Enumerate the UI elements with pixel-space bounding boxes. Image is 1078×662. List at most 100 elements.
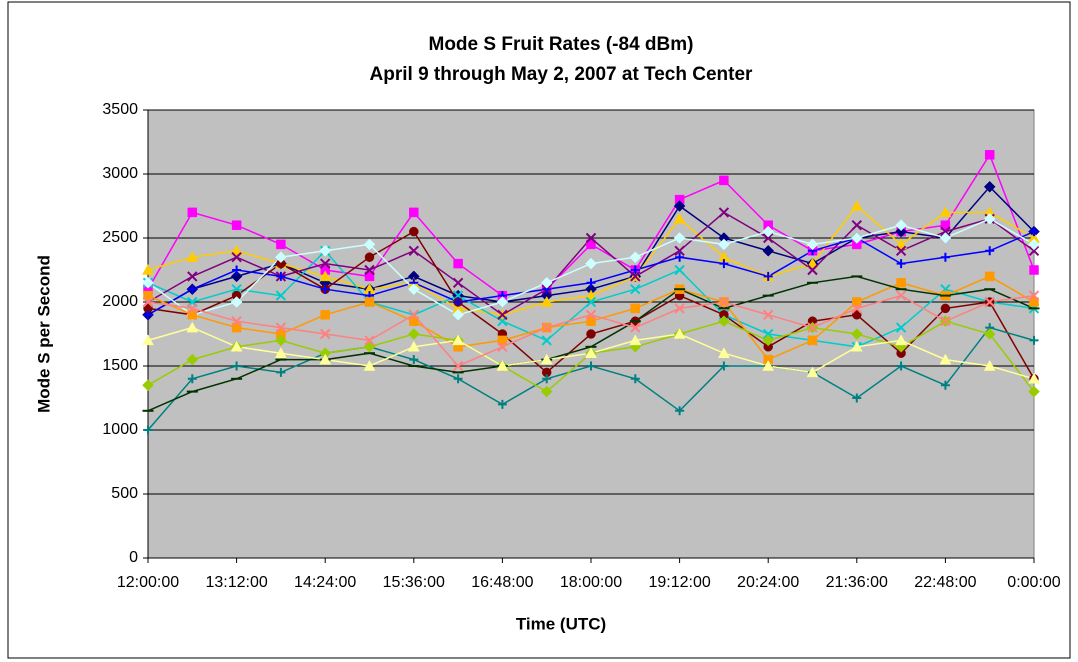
data-point: [939, 353, 952, 365]
data-point: [186, 251, 199, 262]
data-point: [276, 271, 286, 281]
data-point: [585, 257, 597, 270]
data-point: [895, 334, 908, 346]
data-point: [497, 309, 508, 321]
data-point: [940, 226, 951, 237]
data-point: [851, 303, 863, 314]
x-tick-label: 20:24:00: [737, 574, 799, 591]
data-point: [807, 264, 818, 276]
data-point: [364, 252, 375, 262]
data-point: [586, 278, 596, 288]
data-point: [408, 245, 420, 257]
data-point: [1029, 335, 1039, 345]
data-point: [452, 277, 464, 289]
data-point: [496, 359, 509, 371]
data-point: [409, 355, 419, 365]
data-point: [275, 322, 287, 333]
data-point: [142, 296, 154, 308]
data-point: [408, 309, 420, 321]
data-point: [319, 244, 332, 257]
data-point: [718, 207, 730, 218]
data-point: [674, 245, 685, 257]
data-point: [585, 289, 597, 301]
data-point: [453, 297, 463, 307]
data-point: [1029, 227, 1039, 237]
data-point: [407, 340, 420, 352]
data-point: [983, 359, 996, 371]
data-point: [851, 219, 863, 231]
data-point: [1028, 385, 1040, 398]
y-tick-label: 3500: [102, 101, 138, 118]
data-point: [940, 303, 951, 314]
data-point: [762, 334, 775, 347]
data-point: [717, 347, 730, 358]
data-point: [718, 238, 730, 251]
data-point: [274, 347, 287, 358]
data-point: [453, 258, 463, 269]
data-point: [230, 270, 243, 283]
data-point: [187, 303, 198, 314]
data-point: [939, 232, 952, 244]
data-point: [542, 374, 552, 384]
data-point: [186, 321, 199, 333]
data-point: [674, 303, 685, 314]
data-point: [143, 425, 153, 435]
data-point: [940, 380, 950, 390]
data-point: [895, 225, 907, 238]
data-point: [719, 361, 729, 371]
data-point: [452, 334, 465, 346]
data-point: [940, 252, 950, 262]
data-point: [673, 212, 686, 224]
data-point: [540, 385, 553, 398]
data-point: [718, 315, 730, 328]
data-point: [762, 244, 775, 257]
data-point: [985, 246, 995, 256]
data-point: [142, 263, 154, 275]
data-point: [187, 207, 198, 218]
data-point: [276, 367, 286, 377]
data-point: [983, 328, 996, 340]
data-point: [232, 265, 242, 275]
data-point: [984, 150, 995, 160]
data-point: [187, 374, 197, 384]
data-point: [453, 374, 463, 384]
data-point: [674, 194, 685, 205]
data-point: [187, 271, 198, 282]
data-point: [319, 328, 331, 340]
data-point: [850, 232, 863, 244]
y-tick-label: 0: [129, 549, 138, 566]
data-point: [673, 327, 686, 339]
data-point: [319, 270, 332, 282]
x-axis-title: Time (UTC): [516, 614, 606, 633]
data-point: [763, 271, 773, 281]
data-point: [675, 406, 685, 416]
data-point: [807, 335, 818, 346]
x-tick-label: 13:12:00: [205, 574, 267, 591]
data-point: [806, 366, 819, 378]
data-point: [896, 361, 906, 371]
data-point: [540, 295, 553, 307]
data-point: [674, 264, 685, 276]
data-point: [895, 238, 908, 250]
data-point: [409, 207, 419, 218]
data-point: [497, 341, 508, 353]
data-point: [807, 322, 818, 333]
data-point: [541, 322, 552, 333]
data-point: [409, 226, 419, 237]
data-point: [762, 328, 774, 340]
data-point: [763, 220, 773, 230]
data-point: [230, 296, 243, 308]
data-point: [762, 359, 775, 371]
data-point: [541, 335, 552, 346]
data-point: [407, 283, 420, 296]
data-point: [586, 361, 596, 371]
data-point: [143, 290, 153, 301]
data-point: [895, 322, 907, 333]
data-point: [630, 374, 640, 384]
data-point: [231, 220, 242, 230]
data-point: [585, 296, 597, 308]
data-point: [896, 278, 906, 288]
data-point: [895, 219, 907, 232]
data-point: [187, 284, 197, 294]
x-tick-label: 12:00:00: [117, 574, 179, 591]
